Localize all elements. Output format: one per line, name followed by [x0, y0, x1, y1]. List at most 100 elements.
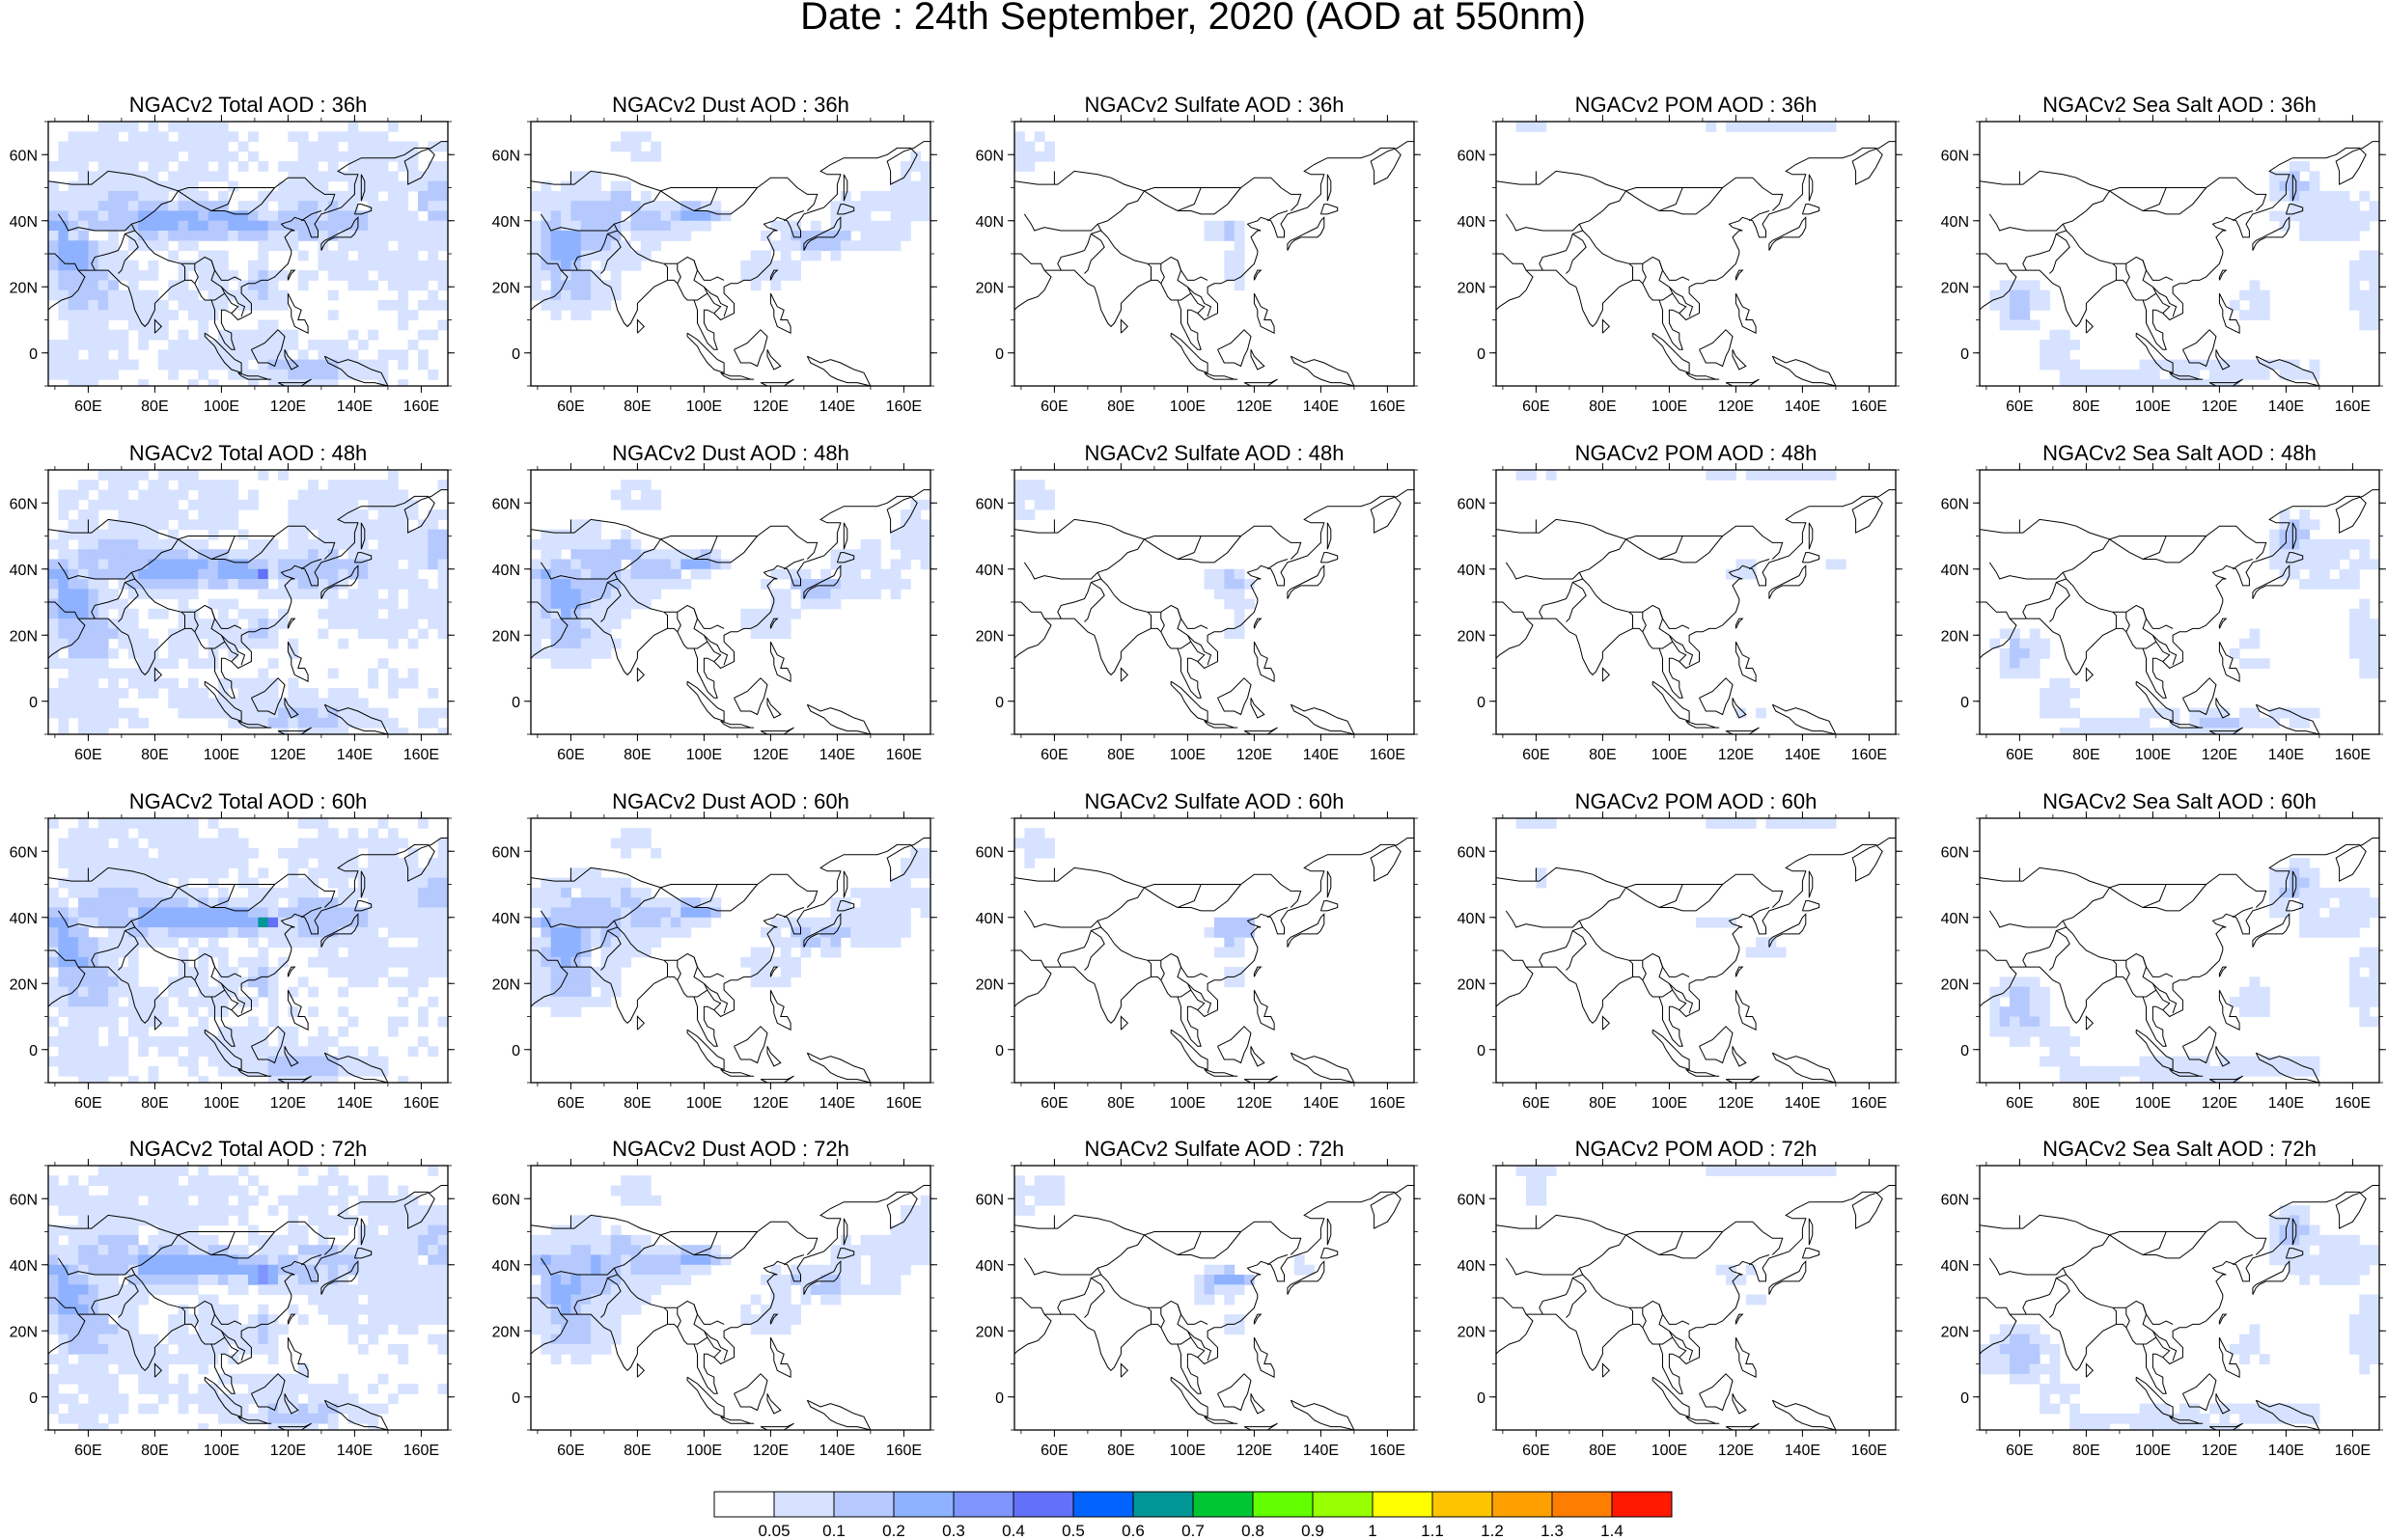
aod-cell	[68, 1195, 79, 1206]
coastline	[224, 989, 239, 1011]
coastline	[1204, 720, 1238, 729]
aod-cell	[347, 976, 359, 988]
aod-cell	[561, 1006, 571, 1017]
aod-cell	[387, 1245, 399, 1255]
x-tick-label: 160E	[1851, 1095, 1887, 1112]
aod-cell	[761, 976, 771, 988]
aod-cell	[97, 289, 109, 301]
aod-cell	[1224, 260, 1235, 271]
aod-cell	[97, 141, 109, 152]
aod-cell	[58, 1324, 69, 1335]
aod-cell	[347, 559, 359, 570]
aod-cell	[670, 917, 681, 928]
aod-cell	[377, 1254, 389, 1266]
aod-cell	[157, 858, 169, 868]
aod-cell	[237, 1185, 249, 1196]
aod-cell	[157, 1354, 169, 1364]
aod-cell	[88, 996, 99, 1007]
aod-cell	[68, 668, 79, 679]
y-tick-label: 40N	[976, 911, 1004, 927]
x-tick-label: 80E	[2072, 1095, 2099, 1112]
aod-cell	[78, 190, 89, 202]
aod-cell	[88, 1254, 99, 1266]
aod-cell	[267, 628, 279, 640]
aod-cell	[138, 470, 149, 481]
aod-cell	[297, 131, 309, 143]
aod-cell	[318, 359, 329, 371]
aod-cell	[2279, 707, 2290, 719]
aod-cell	[428, 529, 439, 540]
aod-cell	[278, 698, 289, 709]
aod-cell	[357, 917, 369, 928]
aod-cell	[651, 210, 662, 222]
coastline	[2169, 371, 2204, 380]
aod-cell	[127, 470, 139, 481]
aod-cell	[157, 1006, 169, 1017]
aod-cell	[187, 480, 199, 491]
aod-cell	[97, 1245, 109, 1255]
aod-cell	[900, 579, 911, 590]
aod-cell	[127, 1294, 139, 1306]
aod-cell	[118, 161, 129, 172]
aod-cell	[148, 877, 159, 889]
aod-cell	[338, 509, 348, 520]
aod-cell	[178, 598, 189, 610]
aod-cell	[327, 1254, 339, 1266]
aod-cell	[2299, 231, 2311, 241]
aod-cell	[541, 589, 552, 600]
aod-cell	[437, 190, 448, 202]
aod-cell	[2249, 986, 2261, 998]
aod-cell	[108, 1185, 119, 1196]
aod-cell	[118, 1284, 129, 1296]
x-tick-label: 60E	[74, 399, 101, 415]
aod-cell	[338, 1065, 348, 1077]
aod-cell	[198, 927, 209, 938]
aod-cell	[338, 1056, 348, 1067]
aod-cell	[228, 628, 239, 640]
x-tick-label: 100E	[1651, 399, 1687, 415]
x-tick-label: 100E	[686, 747, 722, 763]
aod-cell	[338, 210, 348, 222]
aod-cell	[308, 359, 319, 371]
aod-cell	[387, 688, 399, 699]
aod-cell	[740, 260, 752, 271]
aod-cell	[288, 559, 299, 570]
aod-cell	[357, 489, 369, 501]
aod-cell	[920, 907, 930, 919]
coastline	[211, 536, 275, 564]
aod-cell	[347, 1304, 359, 1315]
coastline	[48, 601, 86, 659]
aod-cell	[338, 887, 348, 898]
aod-cell	[368, 1205, 379, 1216]
aod-cell	[2019, 976, 2031, 988]
aod-cell	[148, 270, 159, 281]
aod-cell	[2159, 1056, 2171, 1067]
aod-cell	[610, 598, 622, 610]
aod-cell	[48, 1354, 59, 1364]
aod-cell	[1825, 122, 1837, 132]
aod-cell	[157, 897, 169, 908]
aod-cell	[178, 867, 189, 879]
aod-cell	[278, 240, 289, 252]
aod-cell	[710, 559, 722, 570]
aod-cell	[258, 668, 269, 679]
aod-cell	[68, 927, 79, 938]
coastline	[769, 292, 791, 335]
aod-cell	[228, 1275, 239, 1285]
aod-cell	[2318, 220, 2330, 232]
aod-cell	[680, 927, 692, 938]
aod-cell	[88, 728, 99, 734]
aod-cell	[127, 867, 139, 879]
aod-cell	[398, 568, 409, 580]
aod-cell	[890, 897, 902, 908]
aod-field	[1014, 122, 1414, 386]
aod-cell	[48, 210, 59, 222]
aod-cell	[258, 677, 269, 689]
coastline	[1217, 329, 1252, 368]
aod-cell	[78, 818, 89, 829]
aod-cell	[178, 349, 189, 361]
aod-cell	[610, 877, 622, 889]
aod-cell	[357, 1324, 369, 1335]
aod-cell	[108, 717, 119, 729]
aod-cell	[600, 220, 612, 232]
